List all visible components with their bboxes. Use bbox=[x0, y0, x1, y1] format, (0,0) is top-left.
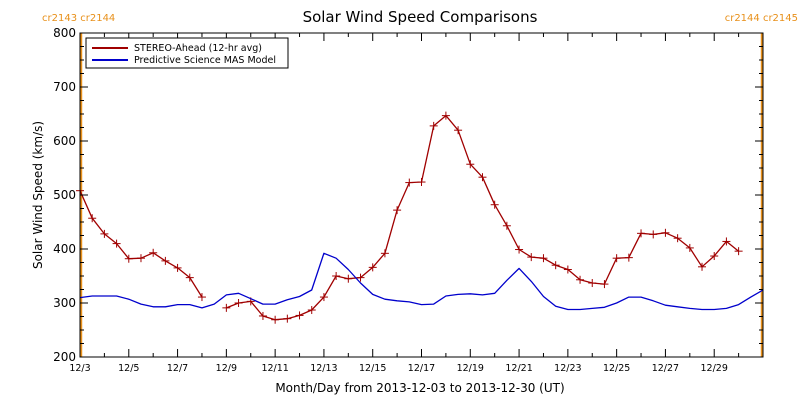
x-tick-label: 12/11 bbox=[261, 363, 288, 374]
data-point bbox=[649, 230, 658, 239]
data-point bbox=[551, 261, 560, 270]
data-point bbox=[197, 293, 206, 302]
carrington-label: cr2143 cr2144 bbox=[42, 13, 115, 24]
series-line bbox=[79, 252, 764, 311]
x-tick-label: 12/19 bbox=[457, 363, 484, 374]
data-point bbox=[332, 272, 341, 280]
series-line bbox=[226, 114, 740, 321]
data-point bbox=[515, 245, 524, 254]
series-1 bbox=[79, 252, 764, 311]
data-point bbox=[283, 314, 292, 323]
y-tick-label: 500 bbox=[53, 188, 76, 202]
data-point bbox=[136, 254, 145, 263]
data-point bbox=[612, 254, 621, 263]
data-point bbox=[112, 239, 121, 248]
x-tick-label: 12/27 bbox=[652, 363, 679, 374]
data-point bbox=[319, 293, 328, 302]
data-point bbox=[685, 243, 694, 252]
data-point bbox=[295, 311, 304, 320]
data-point bbox=[271, 315, 280, 324]
data-point bbox=[258, 311, 267, 320]
data-point bbox=[185, 273, 194, 282]
data-point bbox=[466, 160, 475, 169]
legend-label-stereo: STEREO-Ahead (12-hr avg) bbox=[134, 43, 262, 54]
x-tick-label: 12/7 bbox=[167, 363, 188, 374]
data-point bbox=[722, 237, 731, 246]
x-tick-label: 12/29 bbox=[701, 363, 728, 374]
legend-label-mas-model: Predictive Science MAS Model bbox=[134, 55, 276, 66]
plot-frame bbox=[79, 32, 764, 358]
y-tick-label: 400 bbox=[53, 242, 76, 256]
data-point bbox=[368, 263, 377, 272]
data-point bbox=[673, 234, 682, 243]
carrington-label: cr2144 cr2145 bbox=[725, 13, 798, 24]
series-0 bbox=[76, 111, 743, 324]
series-line bbox=[79, 190, 203, 298]
data-point bbox=[441, 111, 450, 120]
data-point bbox=[173, 263, 182, 272]
data-point bbox=[88, 214, 97, 223]
data-point bbox=[344, 274, 353, 283]
data-point bbox=[588, 279, 597, 288]
data-point bbox=[222, 303, 231, 312]
data-point bbox=[502, 221, 511, 230]
legend-box bbox=[85, 37, 289, 69]
x-tick-label: 12/9 bbox=[216, 363, 237, 374]
data-point bbox=[637, 229, 646, 238]
data-point bbox=[698, 262, 707, 271]
data-point bbox=[356, 273, 365, 282]
x-tick-label: 12/25 bbox=[603, 363, 630, 374]
data-point bbox=[380, 249, 389, 258]
data-point bbox=[124, 254, 133, 263]
chart-title: Solar Wind Speed Comparisons bbox=[303, 8, 538, 26]
data-point bbox=[429, 121, 438, 130]
x-tick-label: 12/3 bbox=[69, 363, 90, 374]
data-point bbox=[563, 265, 572, 274]
y-tick-label: 600 bbox=[53, 134, 76, 148]
data-point bbox=[478, 173, 487, 182]
data-point bbox=[710, 252, 719, 261]
data-point bbox=[600, 280, 609, 289]
data-point bbox=[234, 299, 243, 307]
data-point bbox=[527, 253, 536, 262]
x-tick-label: 12/13 bbox=[310, 363, 337, 374]
data-point bbox=[576, 275, 585, 284]
data-point bbox=[661, 228, 670, 237]
y-tick-label: 800 bbox=[53, 26, 76, 40]
data-point bbox=[624, 253, 633, 262]
x-tick-label: 12/5 bbox=[118, 363, 139, 374]
data-point bbox=[149, 248, 158, 257]
data-point bbox=[405, 178, 414, 187]
x-tick-label: 12/15 bbox=[359, 363, 386, 374]
data-point bbox=[734, 247, 743, 256]
data-point bbox=[539, 254, 548, 263]
x-axis-label: Month/Day from 2013-12-03 to 2013-12-30 … bbox=[275, 381, 564, 395]
x-tick-label: 12/21 bbox=[505, 363, 532, 374]
x-tick-label: 12/23 bbox=[554, 363, 581, 374]
data-point bbox=[307, 306, 316, 315]
data-point bbox=[454, 126, 463, 135]
data-point bbox=[161, 256, 170, 265]
y-tick-label: 700 bbox=[53, 80, 76, 94]
x-tick-label: 12/17 bbox=[408, 363, 435, 374]
data-point bbox=[393, 206, 402, 215]
y-axis-label: Solar Wind Speed (km/s) bbox=[31, 121, 45, 269]
data-point bbox=[490, 200, 499, 209]
series-layer bbox=[76, 111, 764, 324]
data-point bbox=[417, 178, 426, 187]
y-tick-label: 200 bbox=[53, 350, 76, 364]
axes: 12/3 12/5 12/7 12/9 12/11 12/13 12/15 12/17 12/1… bbox=[53, 26, 764, 374]
data-point bbox=[100, 229, 109, 238]
legend: STEREO-Ahead (12-hr avg) Predictive Scie… bbox=[85, 37, 289, 69]
y-tick-label: 300 bbox=[53, 296, 76, 310]
